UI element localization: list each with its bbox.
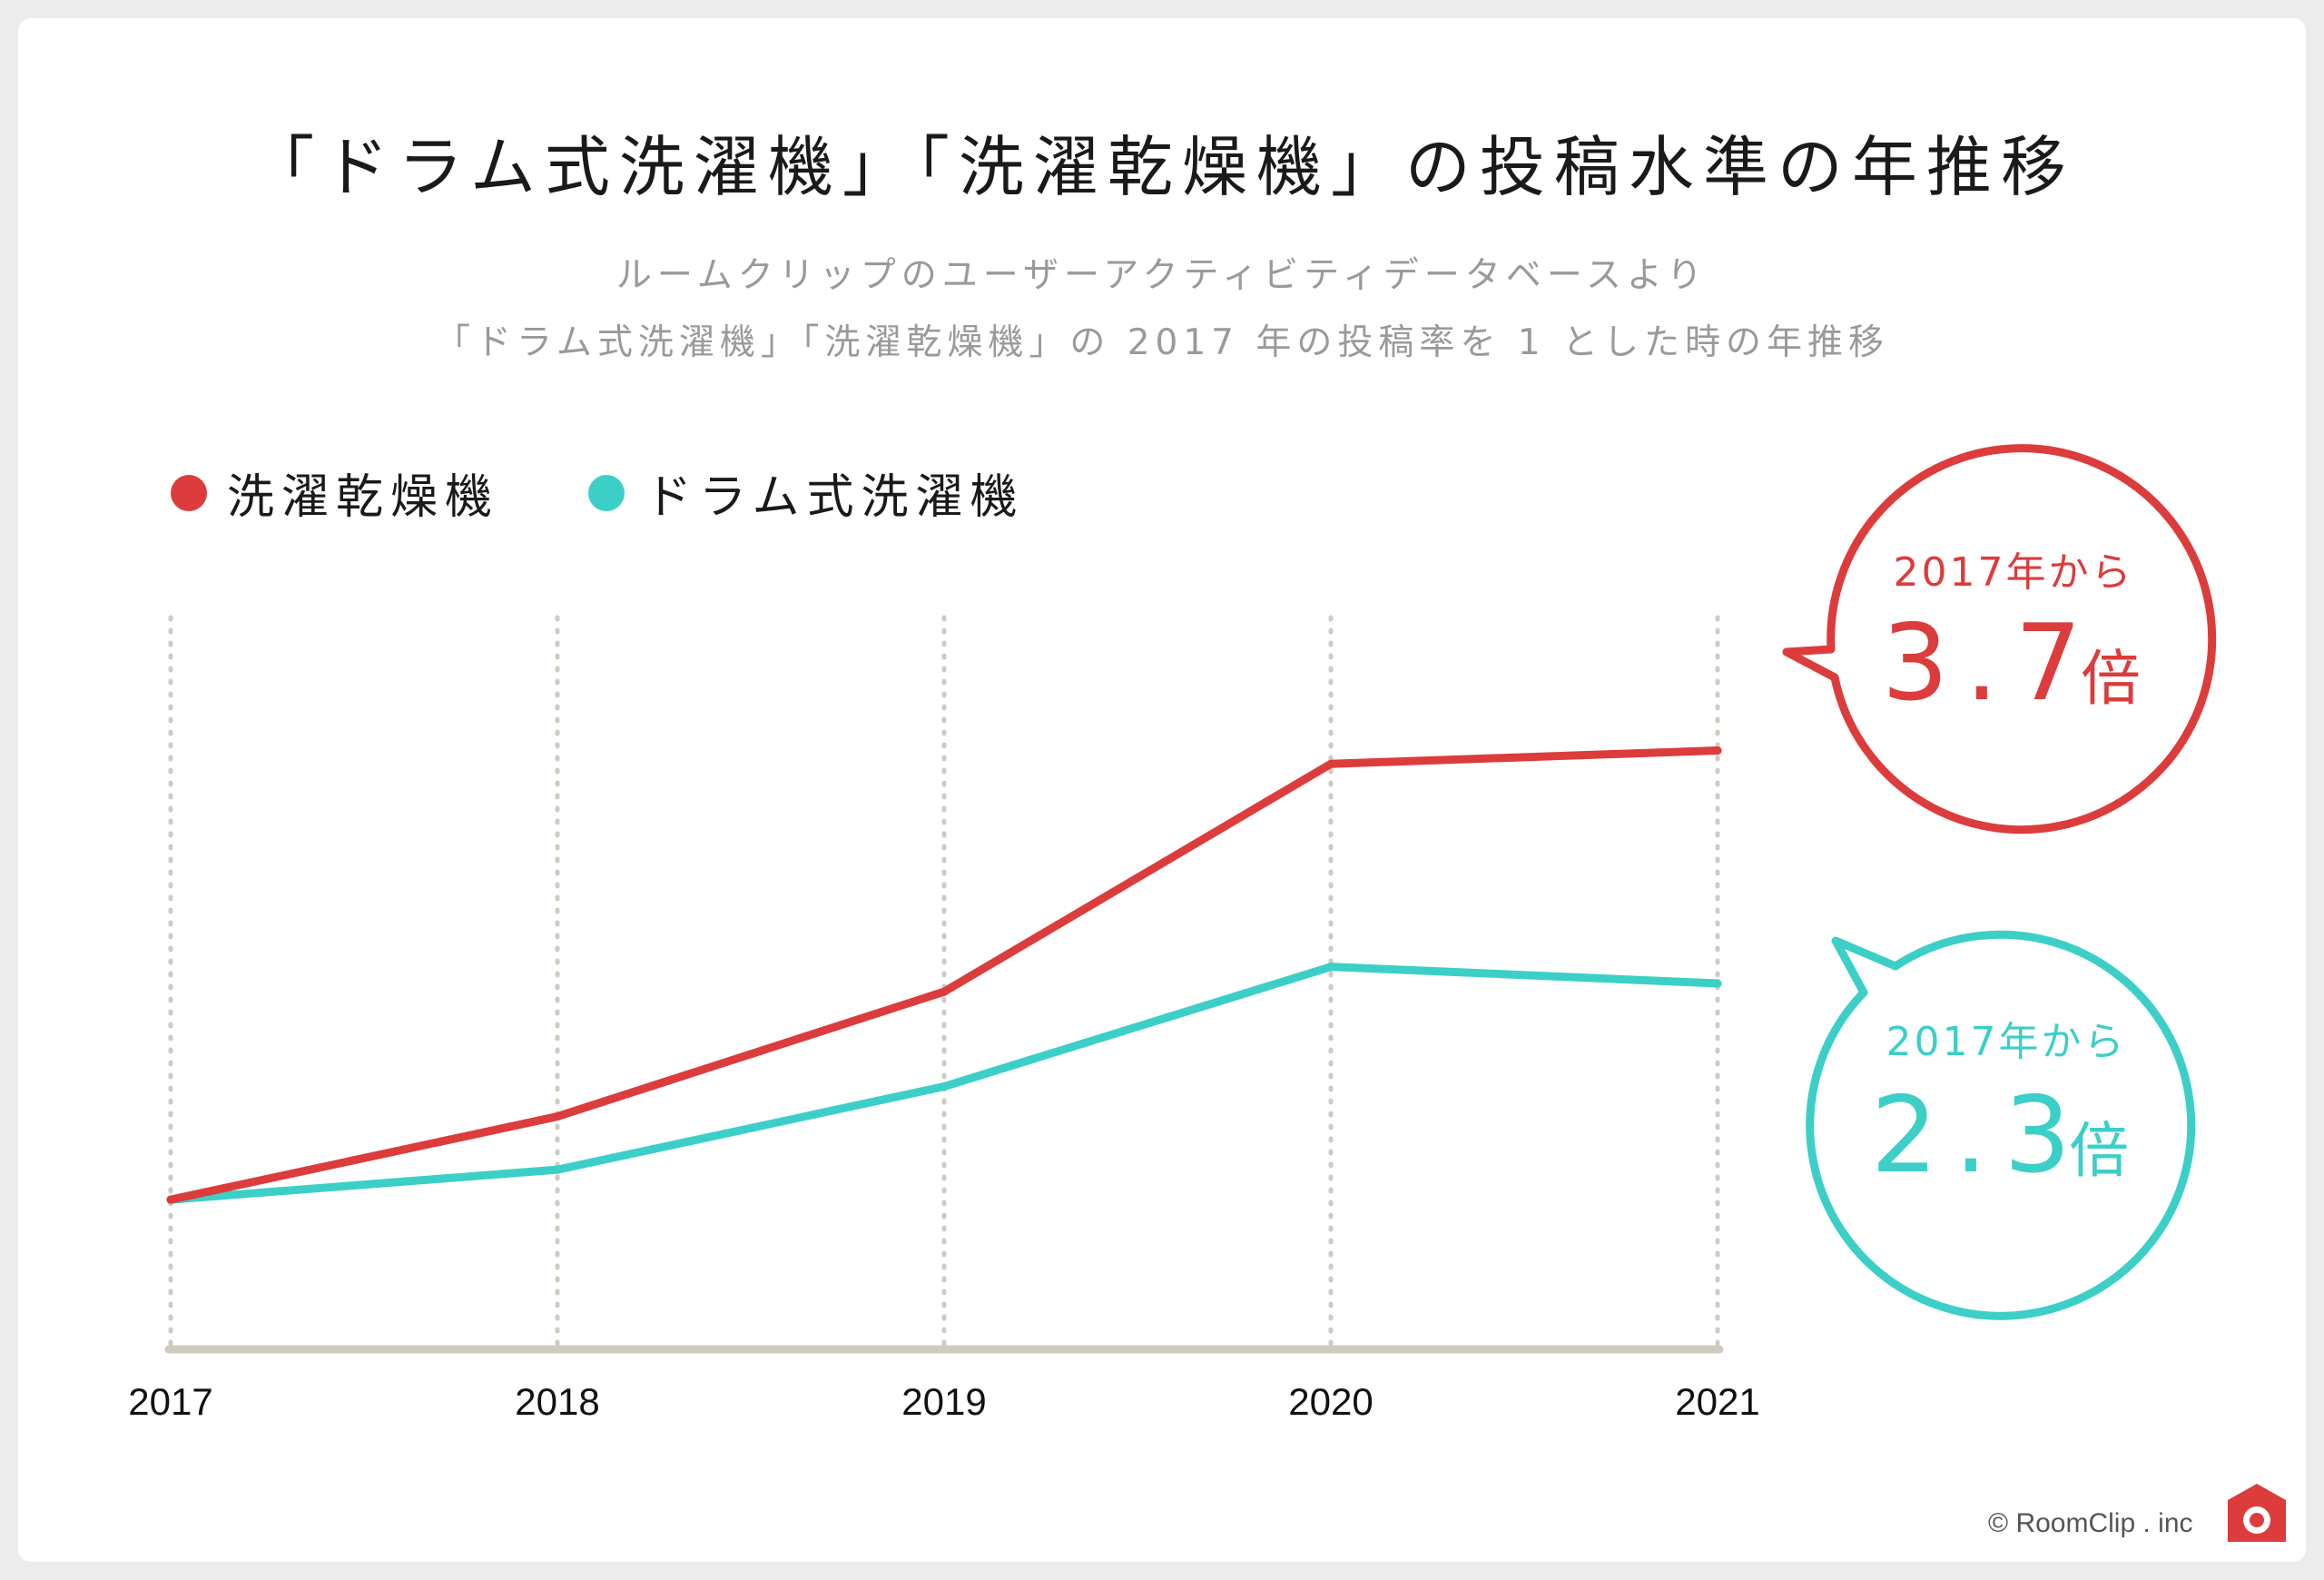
legend-dot-red — [171, 474, 207, 511]
callout-teal-from-text: 2017年から — [1886, 1019, 2127, 1065]
x-tick-labels: 2017 2018 2019 2020 2021 — [128, 1380, 1759, 1423]
chart-subtitle-line1: ルームクリップのユーザーアクティビティデータベースより — [615, 255, 1709, 296]
x-tick-label-2020: 2020 — [1288, 1380, 1373, 1423]
callout-red-unit: 倍 — [2081, 644, 2141, 714]
chart-subtitle-line2: 「ドラム式洗濯機」「洗濯乾燥機」の 2017 年の投稿率を 1 とした時の年推移 — [435, 322, 1889, 363]
data-point-drum-washer-2019 — [940, 1082, 949, 1091]
callout-teal-value: 2.3 — [1871, 1074, 2087, 1197]
x-tick-label-2017: 2017 — [128, 1380, 212, 1423]
callout-bubble-teal — [1806, 930, 2196, 1320]
copyright-text: © RoomClip . inc — [1988, 1508, 2193, 1538]
callout-red-value: 3.7 — [1882, 602, 2098, 725]
callout-teal-unit: 倍 — [2069, 1116, 2129, 1186]
data-point-drum-washer-2018 — [553, 1165, 562, 1174]
data-point-washer-dryer-2020 — [1326, 759, 1335, 768]
x-tick-label-2018: 2018 — [515, 1380, 599, 1423]
data-point-washer-dryer-2017 — [166, 1195, 175, 1204]
callout-washer-dryer: 2017年から 3.7 倍 — [1782, 444, 2217, 834]
x-tick-label-2021: 2021 — [1675, 1380, 1759, 1423]
legend-label-drum-washer: ドラム式洗濯機 — [645, 470, 1025, 525]
legend-dot-teal — [588, 474, 625, 511]
chart-title: 「ドラム式洗濯機」「洗濯乾燥機」の投稿水準の年推移 — [249, 129, 2075, 205]
legend-item-drum-washer: ドラム式洗濯機 — [588, 459, 1024, 527]
callout-bubble-red — [1782, 444, 2217, 834]
legend-item-washer-dryer: 洗濯乾燥機 — [171, 459, 499, 527]
legend-label-washer-dryer: 洗濯乾燥機 — [227, 470, 500, 525]
data-point-drum-washer-2021 — [1713, 979, 1722, 988]
data-point-washer-dryer-2019 — [940, 987, 949, 996]
data-point-drum-washer-2020 — [1326, 963, 1335, 972]
series-lines — [166, 746, 1722, 1204]
roomclip-logo-icon — [2228, 1484, 2286, 1542]
data-point-washer-dryer-2021 — [1713, 746, 1722, 755]
callout-drum-washer: 2017年から 2.3 倍 — [1806, 930, 2196, 1320]
callout-red-from-text: 2017年から — [1894, 549, 2134, 596]
x-tick-label-2019: 2019 — [901, 1380, 986, 1423]
grid-lines — [168, 615, 1720, 1352]
data-point-washer-dryer-2018 — [553, 1112, 562, 1121]
